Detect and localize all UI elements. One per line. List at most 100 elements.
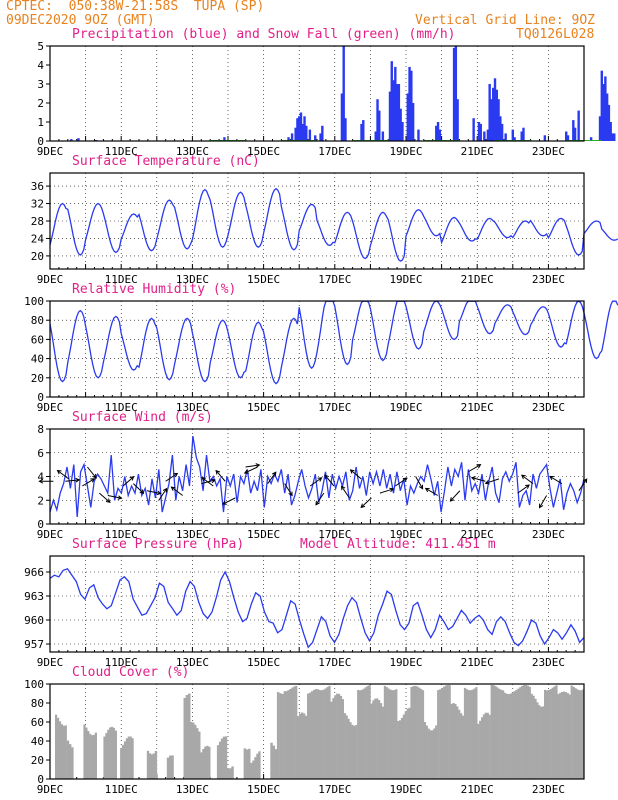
y-tick-label: 957 (24, 638, 44, 651)
cloud-bar (281, 694, 284, 779)
day-label: 11DEC (105, 401, 138, 414)
cloud-bar (198, 731, 201, 779)
precip-bar (589, 137, 593, 141)
cloud-bar (532, 695, 535, 779)
wind-arrow-shaft (360, 497, 372, 508)
temperature-title: Surface Temperature (nC) (70, 154, 262, 169)
panel-3: 0 2 4 6 8 9DEC 11DEC 13DEC 15DEC 17DEC 19DEC 21DEC 2… (37, 423, 588, 541)
cloud-bar (553, 686, 556, 779)
cloud-bar (324, 688, 327, 779)
cloud-bar (446, 685, 449, 779)
day-label: 17DEC (318, 401, 351, 414)
cloud-bar (148, 753, 152, 779)
wind-arrow-shaft (107, 495, 122, 499)
cloud-bar (196, 728, 199, 779)
y-tick-label: 36 (31, 180, 44, 193)
cloud-bar (477, 723, 480, 779)
cloud-bar (469, 690, 472, 779)
day-label: 11DEC (105, 528, 138, 541)
day-label: 11DEC (105, 273, 138, 286)
cloud-bar (204, 746, 207, 779)
grid-line-note: Vertical Grid Line: 9OZ (415, 13, 596, 28)
precip-bar (360, 123, 363, 141)
cloud-bar (482, 714, 486, 779)
precip-bar (497, 99, 500, 141)
cloud-bar (555, 685, 558, 779)
precip-bar (77, 138, 80, 141)
cloud-bar (456, 706, 459, 779)
cloud-bar (580, 690, 583, 779)
cloud-bar (252, 760, 255, 779)
cloud-bar (374, 698, 377, 779)
cloud-bar (385, 687, 388, 779)
day-label: 23DEC (532, 273, 565, 286)
cloud-bar (328, 685, 331, 779)
wind-arrow-shaft (165, 473, 178, 482)
cloud-bar (420, 688, 423, 779)
cloud-bar (270, 742, 273, 779)
day-label: 9DEC (37, 145, 64, 158)
cloud-bar (345, 715, 348, 779)
cloud-bar (406, 708, 409, 779)
wind-arrow-head (389, 487, 395, 493)
cloud-bar (297, 716, 300, 779)
precip-bar (401, 122, 404, 141)
wind-arrow-head (173, 472, 179, 478)
y-tick-label: 24 (31, 232, 45, 245)
wind-arrow-shaft (132, 483, 144, 494)
cloud-bar (245, 749, 249, 779)
cloud-bar (372, 700, 375, 779)
precip-bar (305, 125, 308, 141)
cloud-bar (114, 730, 117, 779)
wind-arrow-shaft (87, 466, 97, 479)
cloud-bar (572, 686, 575, 779)
cloud-bar (399, 720, 402, 779)
wind-arrow-head (105, 498, 111, 503)
precip-bar (490, 99, 493, 141)
wind-arrow-shaft (65, 479, 80, 482)
cloud-bar (357, 690, 360, 779)
cloud-bar (444, 685, 447, 779)
cloud-bar (326, 687, 329, 779)
cloud-bar (202, 749, 205, 779)
wind-arrow-shaft (549, 475, 563, 485)
cloud-bar (496, 687, 499, 779)
cloud-bar (442, 686, 446, 779)
cloud-bar (500, 689, 503, 779)
wind-arrow-head (449, 497, 455, 502)
cloud-bar (351, 724, 354, 779)
precip-bar (477, 122, 481, 141)
cloud-bar (383, 685, 386, 779)
day-label: 13DEC (176, 273, 209, 286)
cloud-bar (530, 693, 533, 779)
precip-bar (362, 120, 365, 141)
wind-arrow-head (92, 473, 97, 479)
cloud-bar (505, 693, 508, 779)
wind-arrow-shaft (201, 477, 214, 487)
precip-bar (520, 131, 523, 141)
precip-bar (436, 122, 440, 141)
cloud-bar (183, 697, 186, 779)
run-date: 09DEC2020 9OZ (GMT) (6, 13, 155, 28)
precip-bar (314, 135, 317, 141)
precip-bar (566, 135, 570, 141)
wind-speed-line (49, 435, 585, 517)
cloud-bar (94, 732, 97, 779)
wind-arrow-head (476, 464, 482, 469)
cloud-bar (91, 735, 94, 779)
day-label: 19DEC (389, 783, 422, 796)
cloud-bar (349, 722, 352, 779)
wind-arrow-shaft (171, 486, 183, 496)
cloud-bar (71, 747, 74, 779)
cloud-bar (112, 727, 116, 779)
y-tick-label: 4 (37, 471, 44, 484)
wind-arrow-shaft (341, 485, 350, 499)
day-label: 15DEC (247, 401, 280, 414)
y-tick-label: 3 (37, 78, 44, 91)
precip-bar (472, 118, 475, 141)
cloud-cover-title: Cloud Cover (%) (70, 665, 192, 680)
wind-arrow-shaft (267, 471, 277, 484)
wind-arrow-shaft (517, 484, 530, 494)
cloud-bar (549, 689, 552, 779)
precip-bar (600, 70, 603, 141)
